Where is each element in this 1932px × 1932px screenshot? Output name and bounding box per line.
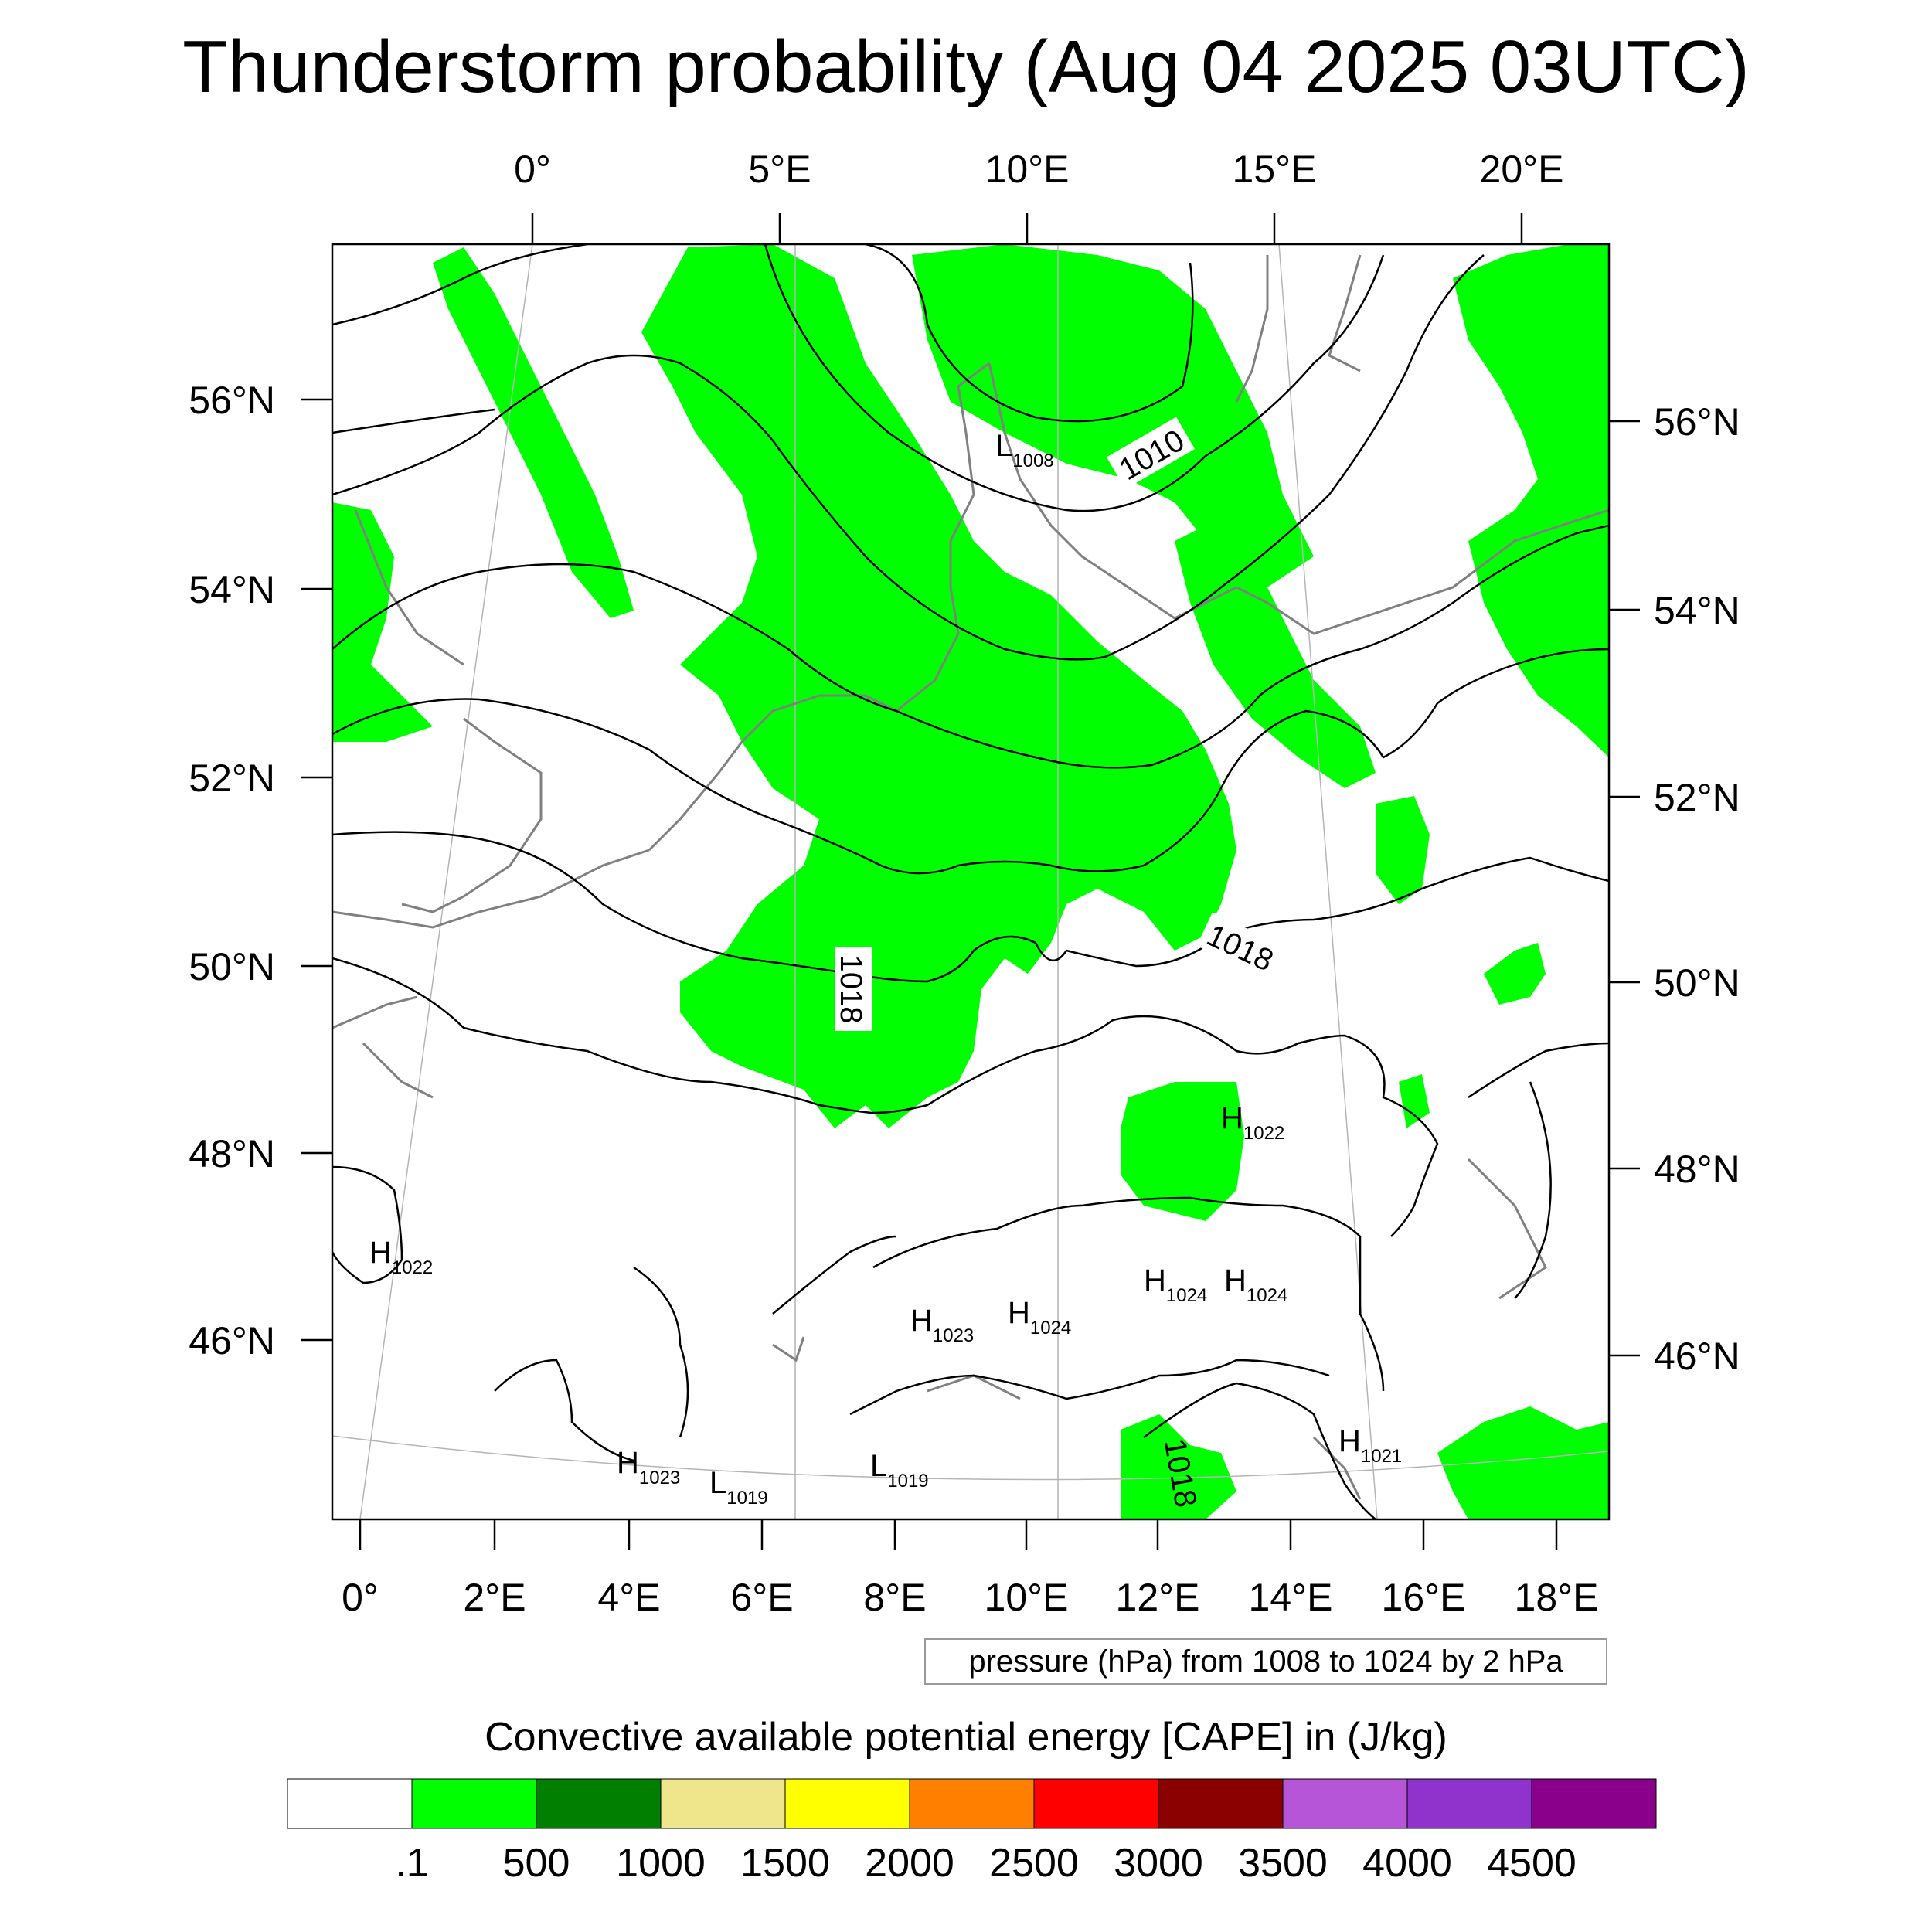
lat-label: 52°N [1654, 776, 1740, 819]
pressure-center: H1024 [1144, 1264, 1207, 1306]
pressure-center: H1023 [910, 1304, 974, 1346]
lon-label: 6°E [730, 1576, 793, 1619]
lat-label: 54°N [1654, 589, 1740, 632]
lon-label: 10°E [985, 148, 1070, 191]
lon-label: 16°E [1382, 1576, 1466, 1619]
pressure-center: H1024 [1008, 1296, 1071, 1338]
cape-region-poland [1376, 796, 1430, 904]
colorbar-swatch [1406, 1778, 1532, 1829]
lon-label: 4°E [597, 1576, 660, 1619]
pressure-center: H1022 [369, 1236, 433, 1278]
lon-label: 5°E [748, 148, 811, 191]
lat-label: 50°N [189, 945, 275, 988]
cape-region-northeast [1453, 244, 1609, 757]
pressure-center: L1019 [709, 1466, 768, 1509]
lat-label: 56°N [189, 379, 275, 422]
lon-label: 20°E [1480, 148, 1564, 191]
legend-title: Convective available potential energy [C… [485, 1715, 1447, 1760]
map-border [331, 243, 1611, 1521]
colorbar-tick-label: 500 [503, 1841, 570, 1886]
colorbar-tick-label: 2500 [989, 1841, 1079, 1886]
colorbar-tick-label: 4000 [1362, 1841, 1452, 1886]
lon-label: 14°E [1249, 1576, 1333, 1619]
cape-region-hungary [1437, 1406, 1609, 1519]
cape-region-northsea-streak [433, 247, 634, 618]
cape-region-north [912, 244, 1314, 587]
cape-region-alps [1121, 1414, 1236, 1519]
graticule [332, 244, 1609, 1519]
colorbar-swatch [1282, 1778, 1408, 1829]
lat-label: 56°N [1654, 400, 1740, 444]
lon-label: 10°E [985, 1576, 1069, 1619]
lon-label: 2°E [463, 1576, 526, 1619]
contour-info-box: pressure (hPa) from 1008 to 1024 by 2 hP… [924, 1638, 1607, 1685]
left-latitude-labels: 56°N 54°N 52°N 50°N 48°N 46°N [189, 379, 275, 1362]
colorbar-swatch [909, 1778, 1035, 1829]
colorbar-swatch [287, 1778, 413, 1829]
lat-label: 54°N [189, 568, 275, 611]
right-latitude-labels: 56°N 54°N 52°N 50°N 48°N 46°N [1654, 400, 1740, 1378]
colorbar-swatch [1158, 1778, 1284, 1829]
colorbar-tick-label: 3000 [1114, 1841, 1203, 1886]
lat-label: 48°N [1654, 1148, 1740, 1191]
map-content: 1010 1018 1018 1018 L1008 H1022 [332, 244, 1609, 1519]
lon-label: 12°E [1116, 1576, 1200, 1619]
colorbar-swatch [784, 1778, 910, 1829]
colorbar-swatch [660, 1778, 786, 1829]
colorbar-tick-label: 2000 [865, 1841, 954, 1886]
lat-label: 50°N [1654, 961, 1740, 1005]
cape-region-czech [1484, 943, 1546, 1005]
isobar-label-1018-west: 1018 [834, 955, 868, 1024]
isobars [332, 244, 1609, 1519]
colorbar-swatch [1531, 1778, 1657, 1829]
cape-region-west-coast [332, 502, 433, 742]
cape-colorbar-labels: .1 500 1000 1500 2000 2500 3000 3500 4000 4500 [395, 1841, 1577, 1886]
cape-colorbar [287, 1778, 1657, 1829]
colorbar-tick-label: .1 [395, 1841, 428, 1886]
colorbar-swatch [411, 1778, 537, 1829]
lon-label: 15°E [1233, 148, 1317, 191]
lon-label: 0° [342, 1576, 379, 1619]
pressure-center: H1024 [1224, 1264, 1287, 1306]
pressure-center: L1019 [870, 1449, 929, 1492]
top-longitude-labels: 0° 5°E 10°E 15°E 20°E [514, 148, 1563, 191]
axis-ticks [301, 213, 1640, 1550]
lat-label: 52°N [189, 757, 275, 800]
colorbar-tick-label: 4500 [1487, 1841, 1577, 1886]
pressure-centers: L1008 H1022 H1022 H1024 H1024 H1023 H102… [369, 429, 1402, 1509]
coastlines [332, 254, 1609, 1500]
colorbar-tick-label: 1500 [740, 1841, 830, 1886]
lon-label: 0° [514, 148, 551, 191]
cape-region-east [1175, 526, 1376, 788]
colorbar-swatch [1033, 1778, 1159, 1829]
cape-region-east-edge [1399, 1074, 1430, 1128]
bottom-longitude-labels: 0° 2°E 4°E 6°E 8°E 10°E 12°E 14°E 16°E 1… [342, 1576, 1598, 1619]
map-title: Thunderstorm probability (Aug 04 2025 03… [182, 26, 1750, 108]
cape-region-austria [1121, 1082, 1244, 1221]
pressure-center: H1022 [1221, 1101, 1284, 1144]
pressure-center: L1008 [995, 429, 1054, 471]
pressure-center: H1023 [617, 1446, 680, 1488]
pressure-center: H1021 [1338, 1424, 1402, 1467]
colorbar-swatch [536, 1778, 662, 1829]
lat-label: 48°N [189, 1132, 275, 1175]
colorbar-tick-label: 1000 [616, 1841, 706, 1886]
lon-label: 8°E [863, 1576, 926, 1619]
lat-label: 46°N [189, 1319, 275, 1362]
colorbar-tick-label: 3500 [1238, 1841, 1328, 1886]
lat-label: 46°N [1654, 1335, 1740, 1378]
lon-label: 18°E [1515, 1576, 1599, 1619]
